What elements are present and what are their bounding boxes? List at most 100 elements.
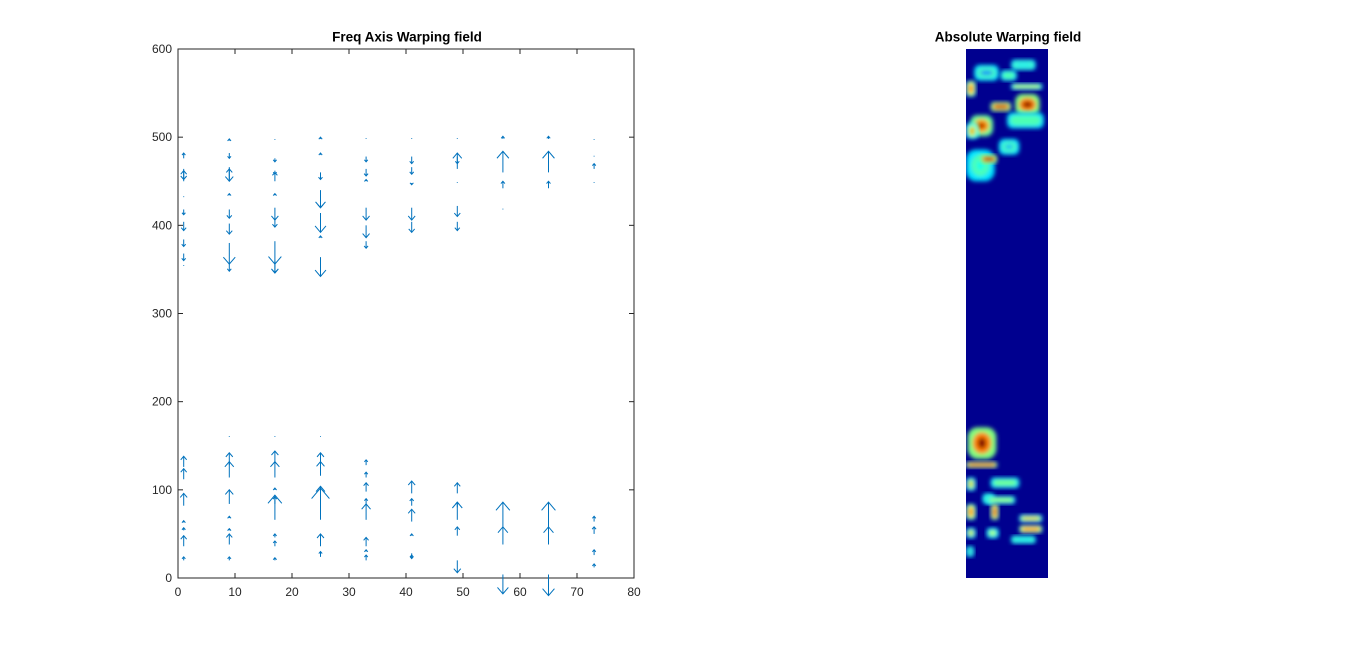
- quiver-arrow: [409, 553, 414, 560]
- quiver-arrow: [227, 192, 232, 196]
- heatmap-hotspot: [966, 80, 976, 97]
- heatmap-hotspot: [1015, 93, 1040, 116]
- chart-title-heatmap: Absolute Warping field: [935, 30, 1082, 45]
- quiver-arrow: [180, 455, 188, 467]
- quiver-arrow: [180, 467, 188, 480]
- heatmap-plot: Absolute Warping field: [935, 30, 1082, 578]
- quiver-arrow: [407, 480, 416, 494]
- quiver-arrow: [500, 180, 506, 189]
- x-tick-label: 20: [285, 585, 299, 599]
- quiver-arrow: [591, 526, 597, 534]
- quiver-arrow: [363, 482, 369, 492]
- heatmap-hotspot: [986, 496, 1016, 504]
- heatmap-hotspot: [1019, 514, 1043, 523]
- quiver-arrow: [500, 135, 505, 139]
- heatmap-hotspot: [998, 138, 1020, 155]
- heatmap-hotspot: [986, 527, 999, 539]
- heatmap-hotspot: [980, 154, 998, 164]
- quiver-arrow: [181, 519, 186, 524]
- y-tick-label: 600: [152, 42, 172, 56]
- quiver-arrow: [314, 257, 327, 278]
- quiver-arrow: [181, 526, 186, 531]
- quiver-arrow: [592, 515, 597, 522]
- quiver-arrow: [318, 152, 323, 156]
- quiver-arrow: [362, 207, 370, 221]
- quiver-arrow: [496, 150, 510, 173]
- quiver-arrow: [592, 549, 597, 556]
- quiver-arrow: [363, 168, 369, 177]
- y-tick-label: 0: [165, 571, 172, 585]
- quiver-arrow: [225, 533, 233, 545]
- quiver-arrow: [181, 253, 187, 262]
- quiver-arrow: [181, 209, 186, 216]
- quiver-arrow: [409, 156, 415, 165]
- quiver-arrow: [226, 209, 233, 220]
- quiver-ticks: 0 10 20 30 40 50 60 70 80 0 100 200 300 400 500 600: [152, 42, 641, 599]
- heatmap-hotspot: [1011, 535, 1036, 544]
- quiver-arrow: [541, 501, 556, 527]
- x-tick-label: 50: [456, 585, 470, 599]
- heatmap-hotspot: [974, 64, 999, 81]
- heatmap-hotspot: [1007, 112, 1044, 129]
- quiver-arrow: [227, 527, 232, 531]
- quiver-arrow: [495, 501, 511, 527]
- quiver-arrow: [454, 526, 461, 536]
- quiver-arrow: [364, 156, 369, 163]
- x-tick-label: 30: [342, 585, 356, 599]
- quiver-arrow: [542, 574, 555, 597]
- x-tick-label: 10: [228, 585, 242, 599]
- x-tick-label: 0: [175, 585, 182, 599]
- quiver-arrow: [364, 471, 369, 478]
- quiver-arrow: [455, 501, 460, 508]
- heatmap-hotspot: [1011, 83, 1043, 90]
- heatmap-hotspot: [966, 546, 975, 557]
- quiver-arrow: [225, 452, 234, 466]
- quiver-arrow: [316, 533, 325, 547]
- y-tick-label: 200: [152, 395, 172, 409]
- quiver-arrow: [315, 190, 326, 209]
- quiver-arrow: [409, 533, 414, 537]
- heatmap-blobs: [966, 59, 1044, 557]
- quiver-arrow: [318, 136, 323, 140]
- quiver-arrow: [226, 264, 232, 272]
- quiver-arrow: [272, 158, 277, 163]
- quiver-arrow: [224, 489, 234, 504]
- quiver-arrow: [227, 153, 232, 160]
- quiver-vectors: [179, 135, 597, 597]
- quiver-arrow: [272, 487, 277, 491]
- quiver-arrow: [497, 574, 509, 595]
- heatmap-hotspot: [966, 461, 998, 468]
- quiver-arrow: [271, 450, 279, 464]
- heatmap-hotspot: [1019, 525, 1043, 534]
- quiver-arrow: [271, 207, 279, 221]
- heatmap-hotspot: [990, 477, 1020, 489]
- quiver-arrow: [272, 192, 277, 196]
- quiver-arrow: [314, 212, 327, 234]
- quiver-arrow: [454, 221, 461, 232]
- quiver-arrow: [318, 550, 323, 557]
- quiver-arrow: [272, 556, 277, 561]
- heatmap-background: [966, 49, 1048, 578]
- quiver-arrow: [409, 497, 415, 506]
- quiver-arrow: [364, 549, 369, 553]
- quiver-arrow: [364, 554, 369, 561]
- heatmap-hotspot: [1000, 70, 1017, 81]
- quiver-arrow: [180, 221, 187, 232]
- quiver-plot: Freq Axis Warping field 0 10 20 30 40 50 60 70 8…: [152, 30, 641, 600]
- heatmap-hotspot: [990, 503, 999, 520]
- quiver-arrow: [315, 485, 326, 503]
- quiver-arrow: [364, 178, 369, 182]
- x-tick-label: 70: [570, 585, 584, 599]
- quiver-arrow: [316, 452, 325, 466]
- heatmap-hotspot: [970, 115, 994, 137]
- chart-title-quiver: Freq Axis Warping field: [332, 30, 482, 45]
- quiver-arrow: [364, 497, 369, 504]
- quiver-arrow: [407, 207, 416, 221]
- quiver-arrow: [180, 534, 188, 547]
- heatmap-hotspot: [990, 101, 1012, 112]
- quiver-arrow: [409, 167, 415, 175]
- quiver-arrow: [546, 135, 551, 139]
- quiver-arrow: [268, 241, 282, 265]
- quiver-arrow: [408, 221, 416, 234]
